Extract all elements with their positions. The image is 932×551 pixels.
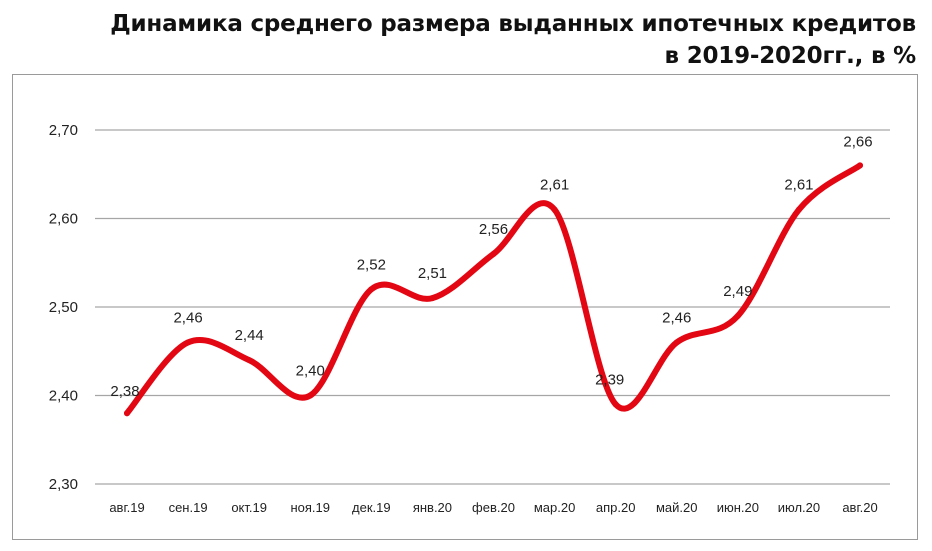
x-tick-label: мар.20 — [534, 500, 575, 515]
data-label: 2,52 — [357, 256, 386, 273]
x-tick-label: янв.20 — [413, 500, 452, 515]
y-axis-ticks: 2,30 2,40 2,50 2,60 2,70 — [49, 122, 78, 493]
x-tick-label: май.20 — [656, 500, 698, 515]
data-label: 2,56 — [479, 221, 508, 238]
x-tick-label: авг.20 — [842, 500, 877, 515]
y-tick-label: 2,70 — [49, 122, 78, 139]
chart-title: Динамика среднего размера выданных ипоте… — [36, 8, 916, 72]
x-axis-ticks: авг.19 сен.19 окт.19 ноя.19 дек.19 янв.20 фев.… — [109, 500, 877, 515]
x-tick-label: апр.20 — [596, 500, 636, 515]
data-label: 2,66 — [843, 133, 872, 150]
x-tick-label: июн.20 — [717, 500, 759, 515]
data-label: 2,61 — [784, 177, 813, 194]
x-tick-label: окт.19 — [231, 500, 267, 515]
x-tick-label: сен.19 — [169, 500, 208, 515]
x-tick-label: дек.19 — [352, 500, 391, 515]
data-label: 2,40 — [296, 363, 325, 380]
grid-lines — [95, 129, 890, 485]
data-label: 2,44 — [235, 327, 264, 344]
data-label: 2,51 — [418, 265, 447, 282]
series-line-group — [124, 162, 863, 417]
x-tick-label: фев.20 — [472, 500, 515, 515]
data-point — [429, 295, 436, 302]
data-label: 2,61 — [540, 177, 569, 194]
data-label: 2,49 — [723, 283, 752, 300]
data-label: 2,38 — [110, 383, 139, 400]
chart-title-line-1: Динамика среднего размера выданных ипоте… — [110, 11, 916, 37]
data-point — [246, 357, 253, 364]
data-point — [857, 162, 863, 169]
data-labels: 2,38 2,46 2,44 2,40 2,52 2,51 2,56 2,61 2,39 2,46… — [110, 133, 872, 400]
x-tick-label: ноя.19 — [290, 500, 330, 515]
y-tick-label: 2,40 — [49, 388, 78, 405]
x-tick-label: июл.20 — [778, 500, 820, 515]
y-tick-label: 2,60 — [49, 211, 78, 228]
data-point — [490, 250, 497, 257]
data-point — [612, 401, 619, 408]
y-tick-label: 2,30 — [49, 476, 78, 493]
data-label: 2,46 — [662, 309, 691, 326]
data-point — [673, 339, 680, 346]
data-point — [124, 410, 130, 417]
x-tick-label: авг.19 — [109, 500, 144, 515]
chart-title-line-2: в 2019-2020гг., в % — [664, 43, 917, 69]
data-point — [795, 206, 802, 213]
data-point — [185, 339, 192, 346]
y-tick-label: 2,50 — [49, 299, 78, 316]
data-label: 2,46 — [173, 309, 202, 326]
data-point — [734, 312, 741, 319]
data-point — [551, 206, 558, 213]
data-point — [368, 286, 375, 293]
data-label: 2,39 — [595, 371, 624, 388]
data-point — [307, 392, 314, 399]
